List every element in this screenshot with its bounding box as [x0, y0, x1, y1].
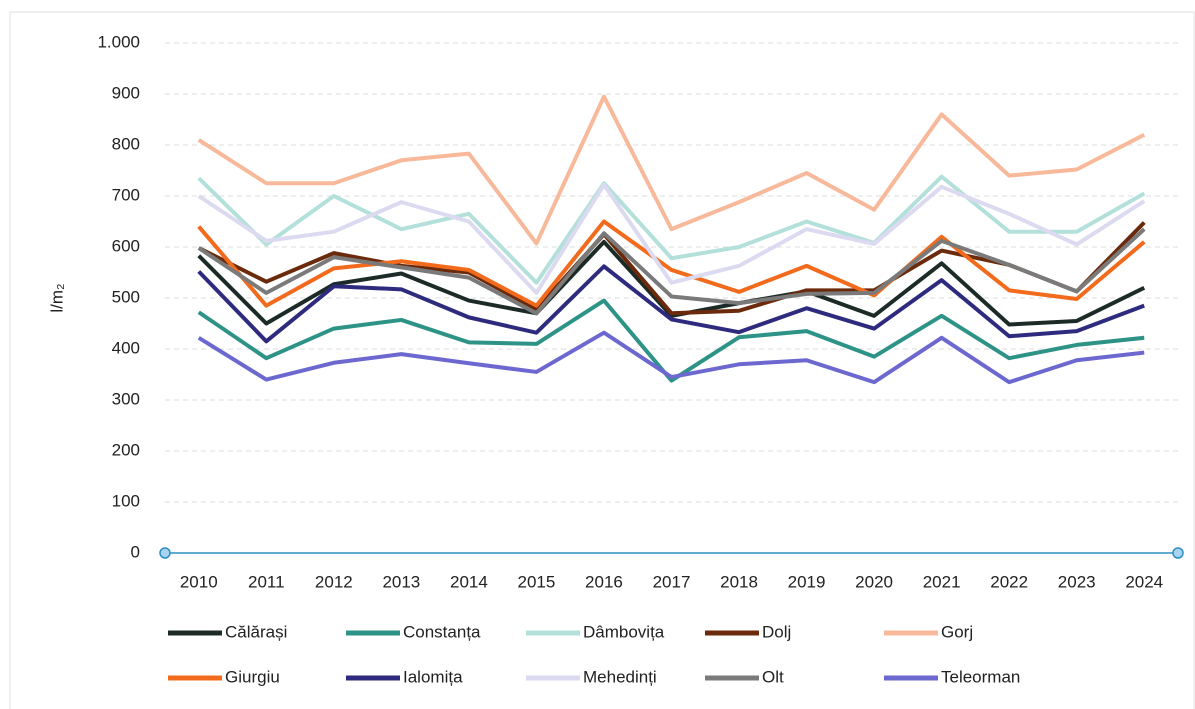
y-axis-label: l/m₂ — [47, 283, 66, 312]
y-tick-label: 200 — [112, 440, 140, 459]
y-tick-label: 800 — [112, 134, 140, 153]
y-tick-label: 100 — [112, 491, 140, 510]
y-tick-label: 0 — [131, 542, 140, 561]
x-tick-label: 2024 — [1125, 572, 1163, 591]
x-tick-label: 2022 — [990, 572, 1028, 591]
series-line — [197, 219, 1146, 308]
x-tick-label: 2023 — [1058, 572, 1096, 591]
legend-label: Ialomița — [403, 667, 463, 686]
x-tick-label: 2014 — [450, 572, 488, 591]
series-line — [197, 182, 1146, 295]
y-tick-label: 900 — [112, 83, 140, 102]
x-tick-label: 2020 — [855, 572, 893, 591]
x-tick-label: 2012 — [315, 572, 353, 591]
legend-label: Mehedinți — [583, 667, 657, 686]
series-line — [197, 298, 1145, 383]
axis-end-marker — [1172, 547, 1184, 559]
y-tick-label: 1.000 — [97, 32, 140, 51]
legend-label: Călărași — [225, 622, 287, 641]
x-tick-label: 2010 — [180, 572, 218, 591]
x-tick-label: 2017 — [653, 572, 691, 591]
y-tick-label: 600 — [112, 236, 140, 255]
legend-label: Giurgiu — [225, 667, 280, 686]
y-tick-label: 500 — [112, 287, 140, 306]
legend-label: Gorj — [941, 622, 973, 641]
series-line — [197, 94, 1146, 246]
chart-border — [9, 11, 1195, 709]
y-tick-label: 700 — [112, 185, 140, 204]
x-tick-label: 2011 — [248, 572, 285, 591]
y-tick-label: 400 — [112, 338, 140, 357]
legend-label: Constanța — [403, 622, 481, 641]
series-line — [197, 239, 1146, 327]
legend-label: Dâmbovița — [583, 622, 665, 641]
x-tick-label: 2013 — [382, 572, 420, 591]
y-tick-label: 300 — [112, 389, 140, 408]
series-line — [197, 264, 1145, 344]
x-tick-label: 2018 — [720, 572, 758, 591]
x-tick-label: 2016 — [585, 572, 623, 591]
x-tick-label: 2015 — [518, 572, 556, 591]
axis-end-marker — [159, 547, 171, 559]
legend-label: Teleorman — [941, 667, 1020, 686]
legend-label: Olt — [762, 667, 784, 686]
series-line — [197, 221, 1146, 316]
x-tick-label: 2019 — [788, 572, 826, 591]
legend-label: Dolj — [762, 622, 791, 641]
series-line — [197, 174, 1146, 285]
series-line — [197, 227, 1146, 316]
x-tick-label: 2021 — [923, 572, 961, 591]
series-line — [197, 330, 1145, 385]
